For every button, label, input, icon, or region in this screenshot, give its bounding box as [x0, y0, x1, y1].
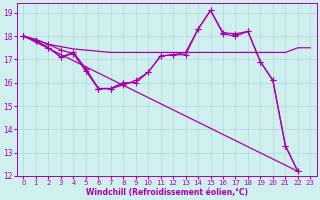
- X-axis label: Windchill (Refroidissement éolien,°C): Windchill (Refroidissement éolien,°C): [86, 188, 248, 197]
